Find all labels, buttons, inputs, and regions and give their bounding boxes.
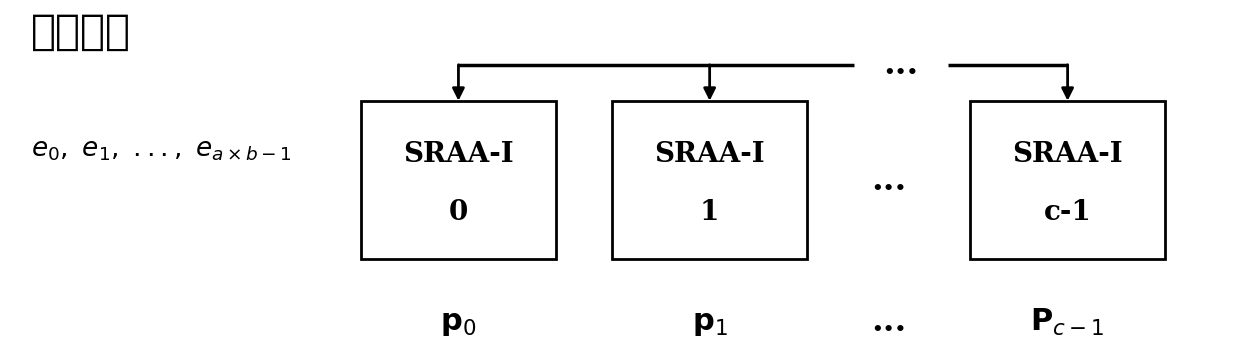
Text: 1: 1 xyxy=(700,199,720,226)
Text: SRAA-I: SRAA-I xyxy=(403,141,514,168)
Text: 信息比特: 信息比特 xyxy=(31,11,132,53)
Text: $\mathbf{p}_1$: $\mathbf{p}_1$ xyxy=(692,307,727,338)
Bar xyxy=(971,101,1166,259)
Text: $\mathbf{P}_{c-1}$: $\mathbf{P}_{c-1}$ xyxy=(1030,307,1105,338)
Text: SRAA-I: SRAA-I xyxy=(1012,141,1123,168)
Text: 0: 0 xyxy=(448,199,468,226)
Text: ...: ... xyxy=(870,305,907,338)
Text: ...: ... xyxy=(870,163,907,197)
Text: c-1: c-1 xyxy=(1044,199,1091,226)
Bar xyxy=(613,101,808,259)
Text: $\mathbf{p}_0$: $\mathbf{p}_0$ xyxy=(441,307,476,338)
Text: ...: ... xyxy=(883,48,919,81)
Text: $e_0,\ e_1,\ ...,\ e_{a\times b-1}$: $e_0,\ e_1,\ ...,\ e_{a\times b-1}$ xyxy=(31,137,293,163)
Text: SRAA-I: SRAA-I xyxy=(654,141,765,168)
Bar xyxy=(362,101,555,259)
